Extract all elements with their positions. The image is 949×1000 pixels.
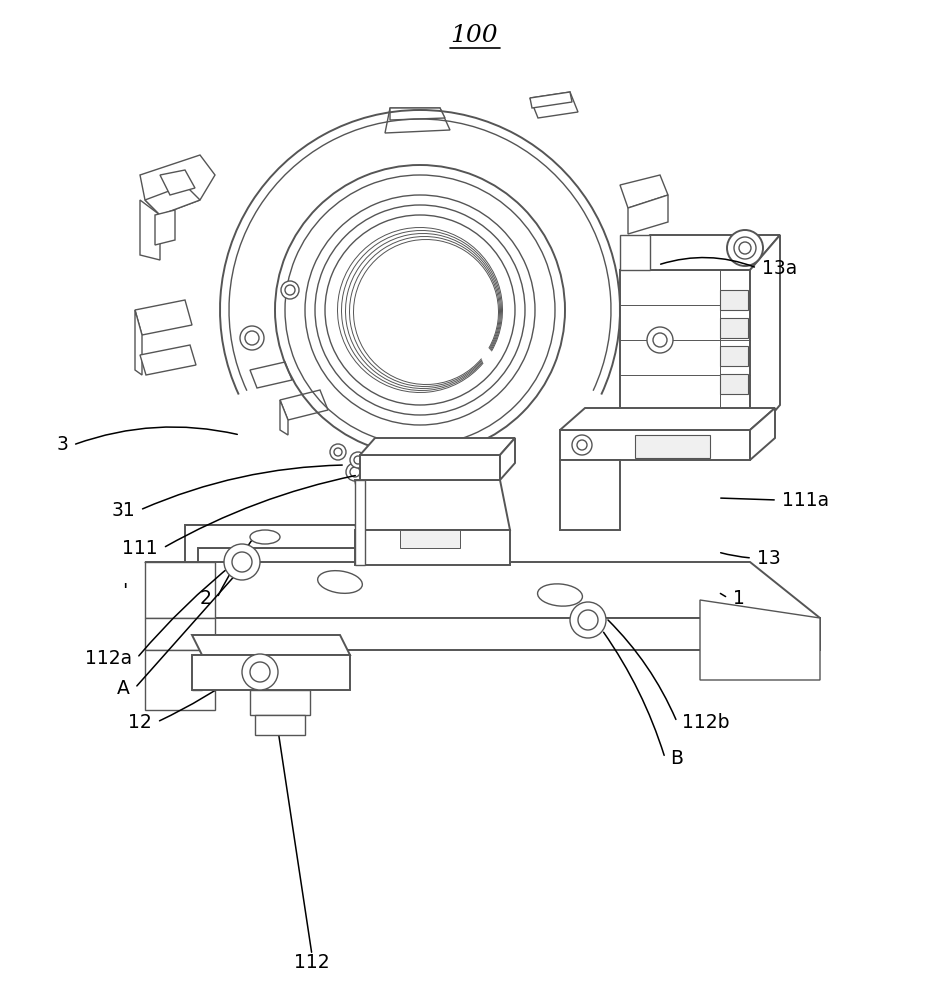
Polygon shape [560, 408, 775, 430]
Ellipse shape [318, 571, 363, 593]
Polygon shape [255, 715, 305, 735]
Text: 112: 112 [294, 952, 330, 972]
Polygon shape [355, 530, 510, 565]
Text: 13: 13 [757, 548, 781, 568]
Polygon shape [135, 300, 192, 335]
Polygon shape [355, 480, 365, 565]
Polygon shape [720, 346, 748, 366]
Polygon shape [620, 235, 780, 270]
Polygon shape [145, 185, 200, 215]
Text: 12: 12 [128, 712, 152, 732]
Circle shape [350, 467, 360, 477]
Polygon shape [140, 200, 160, 260]
Circle shape [285, 285, 295, 295]
Circle shape [250, 662, 270, 682]
Text: 1: 1 [733, 588, 745, 607]
Polygon shape [620, 175, 668, 208]
Circle shape [727, 230, 763, 266]
Polygon shape [250, 690, 310, 715]
Text: 112b: 112b [682, 712, 730, 732]
Text: 31: 31 [111, 500, 135, 520]
Polygon shape [360, 438, 515, 455]
Circle shape [330, 444, 346, 460]
Polygon shape [355, 480, 510, 530]
Polygon shape [385, 108, 450, 133]
Polygon shape [390, 108, 445, 120]
Circle shape [281, 281, 299, 299]
Circle shape [346, 463, 364, 481]
Polygon shape [635, 435, 710, 458]
Polygon shape [750, 408, 775, 460]
Circle shape [370, 442, 386, 458]
Polygon shape [135, 310, 142, 375]
Polygon shape [185, 525, 368, 562]
Circle shape [578, 610, 598, 630]
Polygon shape [530, 92, 578, 118]
Text: 3: 3 [56, 436, 68, 454]
Circle shape [240, 326, 264, 350]
Circle shape [224, 544, 260, 580]
Polygon shape [700, 600, 820, 680]
Text: 111a: 111a [782, 490, 829, 510]
Circle shape [647, 327, 673, 353]
Polygon shape [145, 650, 215, 710]
Polygon shape [160, 170, 195, 195]
Circle shape [572, 435, 592, 455]
Polygon shape [500, 438, 515, 480]
Polygon shape [720, 318, 748, 338]
Polygon shape [215, 618, 820, 650]
Polygon shape [720, 290, 748, 310]
Polygon shape [280, 390, 328, 420]
Text: 112a: 112a [84, 648, 132, 668]
Circle shape [386, 479, 404, 497]
Circle shape [374, 446, 382, 454]
Circle shape [370, 475, 380, 485]
Polygon shape [720, 374, 748, 394]
Text: 2: 2 [200, 588, 212, 607]
Polygon shape [400, 530, 460, 548]
Polygon shape [192, 655, 202, 690]
Polygon shape [628, 195, 668, 234]
Circle shape [245, 331, 259, 345]
Polygon shape [280, 400, 288, 435]
Polygon shape [360, 455, 500, 480]
Text: 111: 111 [122, 538, 158, 558]
Circle shape [242, 654, 278, 690]
Polygon shape [530, 92, 572, 108]
Polygon shape [185, 525, 368, 548]
Circle shape [232, 552, 252, 572]
Text: ': ' [122, 582, 128, 601]
Circle shape [739, 242, 751, 254]
Ellipse shape [537, 584, 583, 606]
Polygon shape [140, 155, 215, 215]
Text: 13a: 13a [762, 258, 797, 277]
Ellipse shape [250, 530, 280, 544]
Polygon shape [250, 362, 292, 388]
Circle shape [734, 237, 756, 259]
Polygon shape [145, 562, 820, 618]
Text: 100: 100 [450, 24, 498, 47]
Polygon shape [140, 345, 196, 375]
Text: B: B [670, 748, 683, 768]
Polygon shape [145, 562, 215, 618]
Circle shape [350, 452, 366, 468]
Polygon shape [620, 270, 750, 440]
Polygon shape [192, 635, 350, 655]
Polygon shape [145, 618, 215, 650]
Polygon shape [750, 235, 780, 440]
Circle shape [334, 448, 342, 456]
Circle shape [366, 471, 384, 489]
Polygon shape [560, 460, 620, 530]
Circle shape [653, 333, 667, 347]
Circle shape [577, 440, 587, 450]
Polygon shape [560, 430, 750, 460]
Polygon shape [155, 210, 175, 245]
Polygon shape [620, 235, 650, 270]
Polygon shape [192, 655, 350, 690]
Text: A: A [117, 678, 130, 698]
Circle shape [390, 483, 400, 493]
Circle shape [570, 602, 606, 638]
Circle shape [354, 456, 362, 464]
